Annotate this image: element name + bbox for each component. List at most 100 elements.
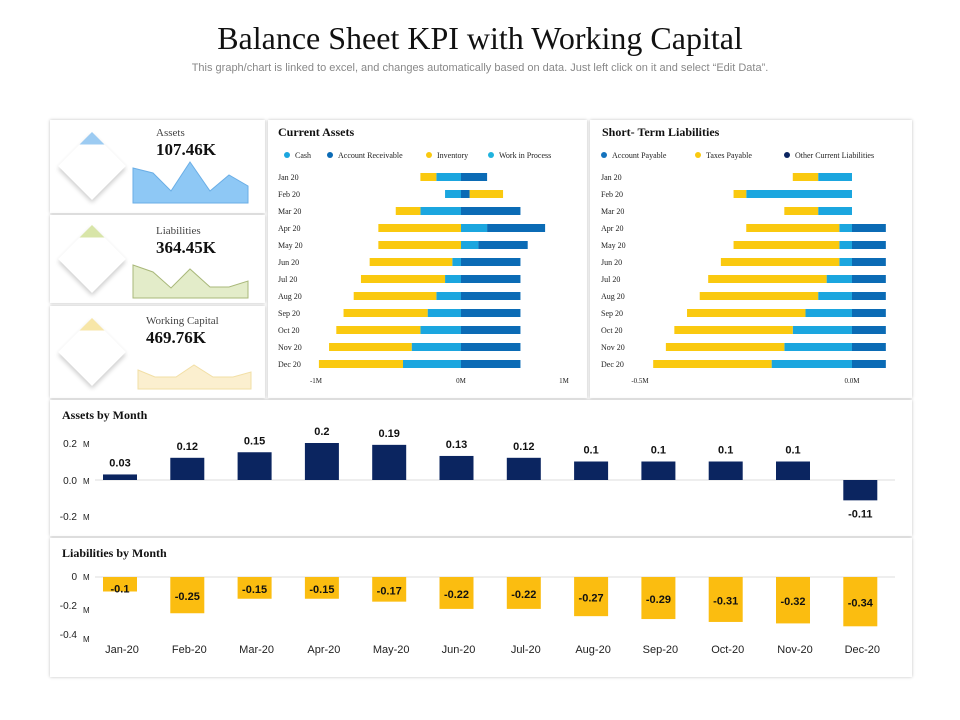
data-label: 0.19	[378, 428, 399, 440]
legend-marker	[284, 152, 290, 158]
bar-segment	[852, 258, 886, 266]
data-label: 0.1	[718, 445, 733, 457]
bar-segment	[852, 360, 886, 368]
category-label: Sep 20	[278, 309, 300, 318]
bar	[776, 461, 810, 480]
bar	[641, 461, 676, 480]
data-label: -0.1	[111, 583, 130, 595]
category-label: Jul 20	[601, 275, 620, 284]
category-label: Oct 20	[278, 326, 300, 335]
data-label: -0.27	[579, 593, 604, 605]
kpi-card-assets[interactable]: Assets 107.46K	[50, 120, 265, 213]
bar-segment	[461, 309, 521, 317]
y-tick-label: 0	[71, 572, 77, 583]
data-label: 0.2	[314, 426, 329, 438]
x-tick-label: Sep-20	[643, 644, 678, 656]
bar-segment	[427, 309, 461, 317]
bar-segment	[411, 343, 461, 351]
liabilities-sparkline	[132, 264, 249, 299]
bar	[843, 577, 878, 627]
category-label: Aug 20	[278, 292, 302, 301]
bar-segment	[720, 258, 840, 266]
x-tick-label: -1M	[310, 377, 323, 385]
legend-label: Work in Process	[499, 151, 551, 160]
category-label: May 20	[278, 241, 303, 250]
bar-segment	[436, 292, 461, 300]
legend-marker	[488, 152, 494, 158]
x-tick-label: Feb-20	[172, 644, 207, 656]
bar-segment	[839, 241, 852, 249]
data-label: -0.15	[309, 584, 334, 596]
bar-segment	[420, 207, 461, 215]
bar-segment	[461, 241, 479, 249]
bar-segment	[852, 343, 886, 351]
bar-segment	[665, 343, 785, 351]
chart-title: Liabilities by Month	[62, 546, 167, 560]
bar-segment	[733, 190, 747, 198]
bar	[170, 457, 205, 480]
bar-segment	[792, 173, 819, 181]
page-subtitle: This graph/chart is linked to excel, and…	[191, 62, 769, 74]
kpi-card-working-capital[interactable]: Working Capital 469.76K	[50, 306, 265, 398]
bar-segment	[852, 224, 886, 232]
y-tick-label: -0.2	[60, 601, 78, 612]
x-tick-label: 0.0M	[845, 377, 861, 385]
legend-marker	[601, 152, 607, 158]
data-label: -0.22	[444, 589, 469, 601]
category-label: Mar 20	[278, 207, 301, 216]
bar-segment	[733, 241, 840, 249]
kpi-card-liabilities[interactable]: Liabilities 364.45K	[50, 215, 265, 303]
category-label: Nov 20	[278, 343, 302, 352]
category-label: Dec 20	[601, 360, 624, 369]
data-label: 0.13	[446, 439, 467, 451]
bar-segment	[420, 173, 437, 181]
bar	[372, 444, 407, 480]
bar-segment	[746, 190, 852, 198]
bar-segment	[461, 224, 488, 232]
bar	[506, 577, 541, 609]
legend-label: Account Payable	[612, 151, 667, 160]
category-label: Jan 20	[601, 173, 622, 182]
category-label: Jul 20	[278, 275, 297, 284]
bar-segment	[784, 343, 852, 351]
data-label: -0.17	[377, 585, 402, 597]
bar-segment	[805, 309, 852, 317]
chart-title: Assets by Month	[62, 408, 148, 422]
data-label: -0.15	[242, 584, 267, 596]
x-tick-label: Dec-20	[845, 644, 880, 656]
legend-label: Other Current Liabilities	[795, 151, 874, 160]
category-label: Oct 20	[601, 326, 623, 335]
data-label: -0.32	[780, 596, 805, 608]
chart-title: Short- Term Liabilities	[602, 125, 720, 139]
bar-segment	[329, 343, 412, 351]
bar	[574, 461, 609, 480]
bar-segment	[369, 258, 453, 266]
bar-segment	[653, 360, 772, 368]
bar-segment	[852, 241, 886, 249]
bar-segment	[395, 207, 421, 215]
data-label: 0.1	[785, 445, 800, 457]
bar-segment	[461, 292, 521, 300]
bar	[103, 474, 137, 480]
x-tick-label: Jan-20	[105, 644, 139, 656]
bar-segment	[461, 343, 521, 351]
kpi-label: Liabilities	[156, 225, 201, 237]
y-unit-label: M	[83, 606, 90, 615]
category-label: Aug 20	[601, 292, 625, 301]
bar-segment	[343, 309, 428, 317]
category-label: Jun 20	[601, 258, 622, 267]
bar-segment	[461, 360, 521, 368]
bar-segment	[452, 258, 461, 266]
data-label: -0.25	[175, 591, 200, 603]
bar-segment	[461, 258, 521, 266]
bar-segment	[318, 360, 403, 368]
bar	[237, 577, 272, 599]
bar-segment	[436, 173, 461, 181]
y-unit-label: M	[83, 513, 90, 522]
bar	[776, 577, 810, 624]
x-tick-label: Aug-20	[575, 644, 610, 656]
bar	[843, 480, 878, 501]
x-tick-label: 0M	[456, 377, 467, 385]
current-assets-panel: Current Assets Cash Account Receivable Inv…	[268, 120, 587, 398]
data-label: -0.22	[511, 589, 536, 601]
